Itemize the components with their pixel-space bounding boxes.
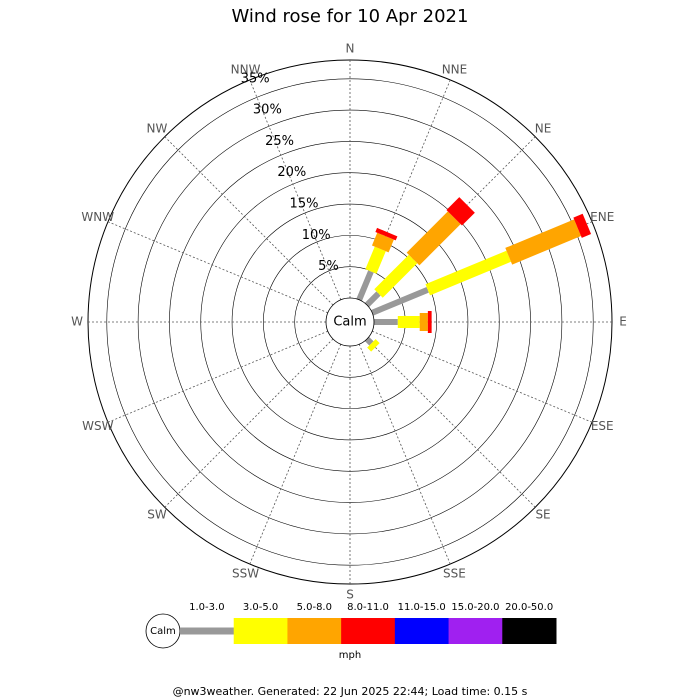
direction-label: SW	[147, 508, 167, 522]
bar-segment	[356, 270, 374, 301]
legend-label: 5.0-8.0	[297, 602, 332, 613]
legend-label: 20.0-50.0	[505, 602, 553, 613]
bar-segment	[374, 254, 418, 298]
legend-swatch	[233, 618, 288, 644]
r-tick-label: 20%	[277, 165, 306, 180]
direction-label: ESE	[591, 419, 614, 433]
bar-segment	[367, 339, 380, 352]
bar-segment	[364, 291, 381, 308]
legend-swatch	[341, 618, 396, 644]
bar-segment	[371, 287, 429, 316]
direction-label: ENE	[590, 210, 614, 224]
calm-circle	[325, 297, 375, 347]
legend-label: 11.0-15.0	[398, 602, 446, 613]
bar-segment	[375, 227, 398, 241]
legend-label: 8.0-11.0	[347, 602, 389, 613]
bar-segment	[505, 219, 582, 265]
direction-label: E	[619, 315, 627, 329]
legend-label: 1.0-3.0	[189, 602, 224, 613]
grid-ring	[263, 235, 437, 409]
legend-swatch	[448, 618, 503, 644]
bar-segment	[371, 232, 394, 253]
bar-segment	[425, 250, 512, 296]
direction-label: WNW	[81, 210, 114, 224]
legend-calm-label: Calm	[150, 626, 176, 637]
unit-label: mph	[339, 650, 361, 661]
bar-segment	[406, 211, 461, 266]
legend-swatch	[502, 618, 557, 644]
bar-segment	[573, 213, 592, 238]
direction-label: S	[346, 588, 354, 602]
direction-label: SSE	[443, 567, 466, 581]
bar-segment	[365, 246, 386, 274]
bar-segment	[373, 319, 398, 325]
r-tick-label: 30%	[253, 103, 282, 118]
direction-label: NW	[147, 121, 168, 135]
grid-ring	[106, 78, 594, 566]
r-tick-label: 5%	[318, 259, 339, 274]
bar-segment	[427, 311, 432, 333]
calm-label: Calm	[333, 315, 366, 330]
direction-label: SE	[535, 508, 550, 522]
footer: @nw3weather. Generated: 22 Jun 2025 22:4…	[173, 685, 528, 698]
direction-label: N	[346, 42, 355, 56]
direction-label: W	[71, 315, 83, 329]
r-tick-label: 35%	[241, 71, 270, 86]
direction-label: NE	[535, 121, 552, 135]
direction-label: NNW	[231, 62, 261, 76]
chart-title: Wind rose for 10 Apr 2021	[232, 6, 469, 27]
legend-swatch	[287, 618, 342, 644]
bar-segment	[419, 313, 428, 331]
r-tick-label: 25%	[265, 134, 294, 149]
direction-label: WSW	[82, 419, 113, 433]
direction-label: NNE	[442, 62, 468, 76]
direction-label: SSW	[232, 567, 259, 581]
r-tick-label: 10%	[302, 228, 331, 243]
r-tick-label: 15%	[290, 197, 319, 212]
grid-ring	[137, 109, 563, 535]
bar-segment	[397, 316, 420, 328]
bar-segment	[446, 197, 475, 226]
legend-label: 15.0-20.0	[451, 602, 499, 613]
legend-swatch	[180, 627, 235, 635]
legend-swatch	[394, 618, 450, 644]
legend-label: 3.0-5.0	[243, 602, 278, 613]
